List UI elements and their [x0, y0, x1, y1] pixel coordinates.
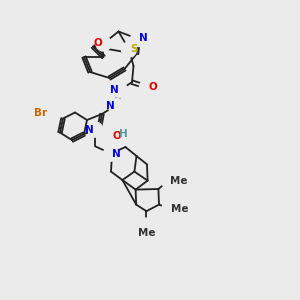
Circle shape [88, 122, 103, 137]
Text: S: S [130, 44, 138, 54]
Text: N: N [106, 100, 114, 111]
Circle shape [162, 201, 177, 216]
Text: Br: Br [34, 107, 47, 118]
Circle shape [139, 218, 154, 233]
Circle shape [103, 128, 118, 143]
Circle shape [140, 80, 154, 94]
Circle shape [122, 42, 136, 57]
Circle shape [130, 32, 146, 46]
Text: Me: Me [171, 203, 188, 214]
Circle shape [103, 146, 118, 161]
Text: H: H [119, 129, 128, 139]
Text: N: N [112, 148, 121, 159]
Circle shape [108, 98, 123, 113]
Circle shape [111, 127, 126, 142]
Text: O: O [94, 38, 102, 49]
Circle shape [161, 173, 176, 188]
Text: O: O [112, 130, 121, 141]
Text: Me: Me [170, 176, 187, 186]
Text: N: N [140, 33, 148, 43]
Text: O: O [148, 82, 157, 92]
Text: Me: Me [138, 228, 155, 238]
Circle shape [112, 82, 128, 98]
Circle shape [40, 105, 56, 120]
Text: N: N [85, 124, 94, 135]
Circle shape [96, 36, 111, 51]
Text: N: N [110, 85, 119, 95]
